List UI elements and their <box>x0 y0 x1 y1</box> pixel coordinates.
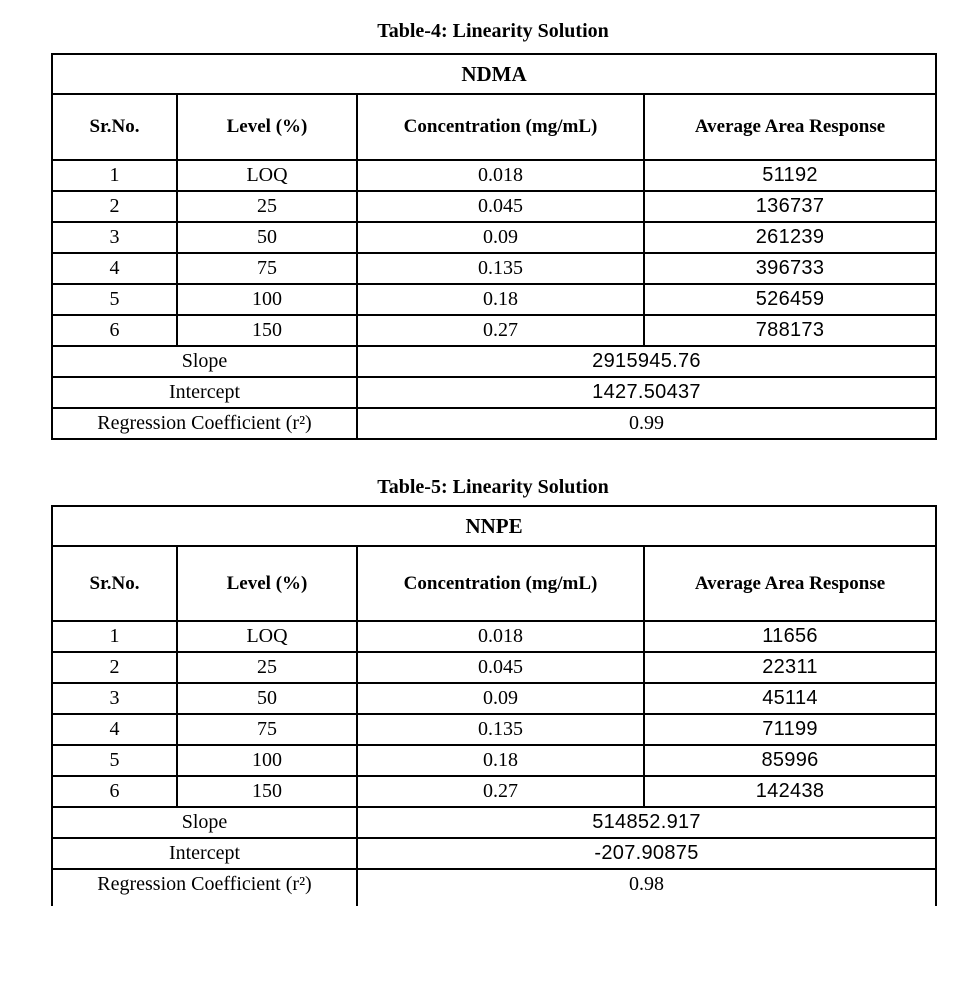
sr-no-cell: 6 <box>51 775 178 808</box>
sr-no-cell: 3 <box>51 682 178 715</box>
table-row: Slope 514852.917 <box>51 806 938 839</box>
summary-label-intercept: Intercept <box>51 376 358 409</box>
level-cell: 75 <box>176 252 358 285</box>
table-row: 6 150 0.27 788173 <box>51 314 938 347</box>
area-response-cell: 85996 <box>642 744 938 777</box>
column-header-sr-no: Sr.No. <box>51 545 178 622</box>
concentration-cell: 0.018 <box>356 159 645 192</box>
summary-label-regression: Regression Coefficient (r²) <box>51 868 358 906</box>
concentration-cell: 0.135 <box>356 252 645 285</box>
column-header-sr-no: Sr.No. <box>51 93 178 161</box>
sr-no-cell: 5 <box>51 744 178 777</box>
level-cell: 50 <box>176 682 358 715</box>
table-row: 1 LOQ 0.018 51192 <box>51 159 938 192</box>
concentration-cell: 0.27 <box>356 775 645 808</box>
summary-value-intercept: -207.90875 <box>355 837 938 870</box>
summary-label-intercept: Intercept <box>51 837 358 870</box>
area-response-cell: 788173 <box>642 314 938 347</box>
area-response-cell: 45114 <box>642 682 938 715</box>
table-row: 2 25 0.045 22311 <box>51 651 938 684</box>
table-row: Regression Coefficient (r²) 0.99 <box>51 407 938 440</box>
column-header-level: Level (%) <box>176 545 358 622</box>
area-response-cell: 142438 <box>642 775 938 808</box>
level-cell: 150 <box>176 314 358 347</box>
table-row: Slope 2915945.76 <box>51 345 938 378</box>
concentration-cell: 0.018 <box>356 620 645 653</box>
table-row: 5 100 0.18 85996 <box>51 744 938 777</box>
linearity-table-ndma: NDMA Sr.No. Level (%) Concentration (mg/… <box>50 53 938 440</box>
concentration-cell: 0.18 <box>356 283 645 316</box>
level-cell: LOQ <box>176 159 358 192</box>
table-row: 4 75 0.135 71199 <box>51 713 938 746</box>
table-row: 3 50 0.09 261239 <box>51 221 938 254</box>
table-row: Regression Coefficient (r²) 0.98 <box>51 868 938 906</box>
summary-label-regression: Regression Coefficient (r²) <box>51 407 358 440</box>
sr-no-cell: 4 <box>51 713 178 746</box>
summary-value-regression: 0.98 <box>355 868 938 906</box>
summary-value-slope: 514852.917 <box>355 806 938 839</box>
summary-value-slope: 2915945.76 <box>355 345 938 378</box>
area-response-cell: 396733 <box>642 252 938 285</box>
table-row: NNPE <box>50 505 938 547</box>
linearity-table-nnpe: NNPE Sr.No. Level (%) Concentration (mg/… <box>50 505 938 906</box>
concentration-cell: 0.18 <box>356 744 645 777</box>
table-header-row: Sr.No. Level (%) Concentration (mg/mL) A… <box>51 545 938 622</box>
level-cell: 75 <box>176 713 358 746</box>
table-row: Intercept 1427.50437 <box>51 376 938 409</box>
column-header-area-response: Average Area Response <box>642 93 938 161</box>
compound-name: NDMA <box>50 53 938 95</box>
sr-no-cell: 6 <box>51 314 178 347</box>
column-header-concentration: Concentration (mg/mL) <box>356 93 645 161</box>
concentration-cell: 0.09 <box>356 682 645 715</box>
concentration-cell: 0.045 <box>356 651 645 684</box>
table-header-row: Sr.No. Level (%) Concentration (mg/mL) A… <box>51 93 938 161</box>
table-row: 5 100 0.18 526459 <box>51 283 938 316</box>
area-response-cell: 51192 <box>642 159 938 192</box>
table-row: 4 75 0.135 396733 <box>51 252 938 285</box>
sr-no-cell: 1 <box>51 620 178 653</box>
sr-no-cell: 5 <box>51 283 178 316</box>
sr-no-cell: 2 <box>51 651 178 684</box>
table4-title: Table-4: Linearity Solution <box>377 20 609 42</box>
level-cell: 50 <box>176 221 358 254</box>
table-row: NDMA <box>50 53 938 95</box>
area-response-cell: 11656 <box>642 620 938 653</box>
level-cell: 100 <box>176 283 358 316</box>
page: Table-4: Linearity Solution NDMA Sr.No. … <box>50 20 938 906</box>
sr-no-cell: 4 <box>51 252 178 285</box>
level-cell: 25 <box>176 190 358 223</box>
table-row: 1 LOQ 0.018 11656 <box>51 620 938 653</box>
sr-no-cell: 3 <box>51 221 178 254</box>
area-response-cell: 71199 <box>642 713 938 746</box>
summary-value-intercept: 1427.50437 <box>355 376 938 409</box>
concentration-cell: 0.045 <box>356 190 645 223</box>
level-cell: 25 <box>176 651 358 684</box>
table-row: 2 25 0.045 136737 <box>51 190 938 223</box>
level-cell: 100 <box>176 744 358 777</box>
area-response-cell: 261239 <box>642 221 938 254</box>
level-cell: LOQ <box>176 620 358 653</box>
table5-title: Table-5: Linearity Solution <box>377 476 609 498</box>
table-row: Intercept -207.90875 <box>51 837 938 870</box>
column-header-concentration: Concentration (mg/mL) <box>356 545 645 622</box>
concentration-cell: 0.09 <box>356 221 645 254</box>
concentration-cell: 0.27 <box>356 314 645 347</box>
compound-name: NNPE <box>50 505 938 547</box>
sr-no-cell: 2 <box>51 190 178 223</box>
summary-value-regression: 0.99 <box>355 407 938 440</box>
sr-no-cell: 1 <box>51 159 178 192</box>
area-response-cell: 136737 <box>642 190 938 223</box>
table-row: 3 50 0.09 45114 <box>51 682 938 715</box>
summary-label-slope: Slope <box>51 345 358 378</box>
column-header-area-response: Average Area Response <box>642 545 938 622</box>
area-response-cell: 526459 <box>642 283 938 316</box>
summary-label-slope: Slope <box>51 806 358 839</box>
column-header-level: Level (%) <box>176 93 358 161</box>
area-response-cell: 22311 <box>642 651 938 684</box>
table-row: 6 150 0.27 142438 <box>51 775 938 808</box>
level-cell: 150 <box>176 775 358 808</box>
concentration-cell: 0.135 <box>356 713 645 746</box>
